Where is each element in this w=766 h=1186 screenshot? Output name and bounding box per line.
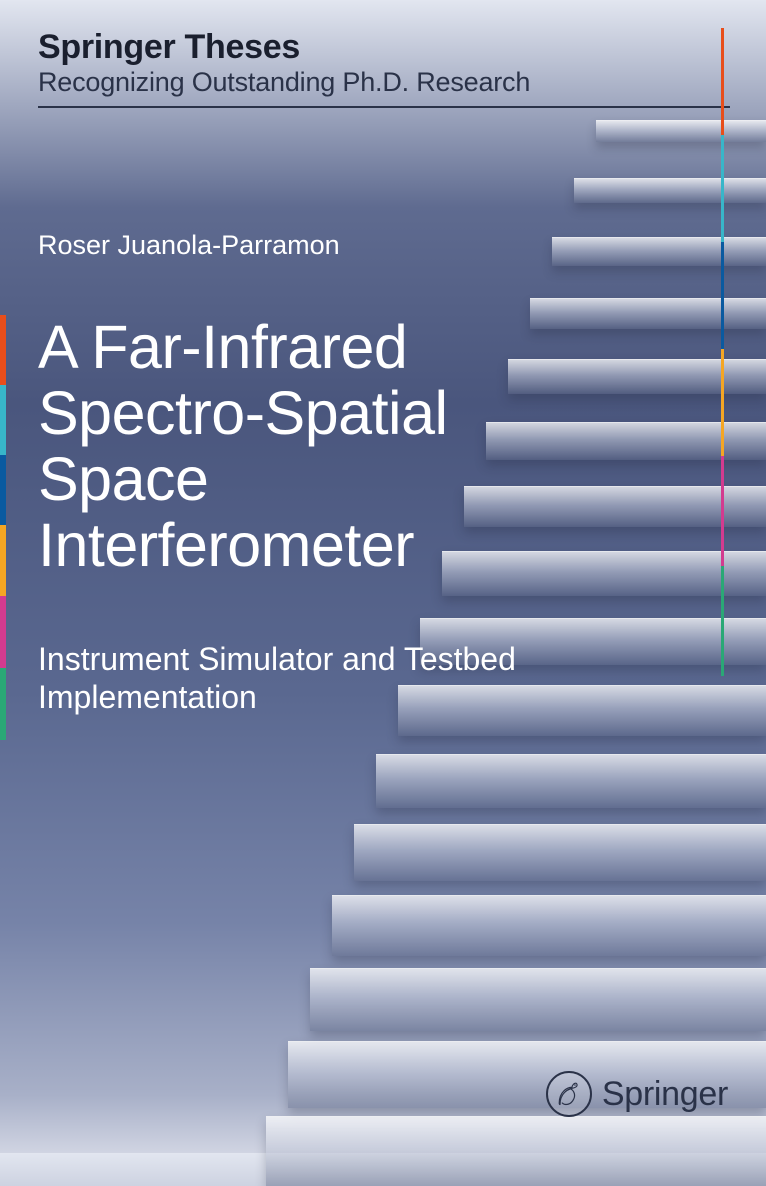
subtitle-line-2: Implementation [38, 678, 516, 716]
title-line-2: Spectro-Spatial [38, 381, 448, 447]
stair-step [310, 968, 766, 1032]
title-line-4: Interferometer [38, 513, 448, 579]
right-color-bar [721, 28, 724, 676]
publisher-block: Springer [546, 1071, 728, 1117]
color-bar-segment [0, 668, 6, 740]
stair-step [596, 120, 766, 142]
stair-step [552, 237, 766, 265]
springer-horse-icon [546, 1071, 592, 1117]
stair-step [376, 754, 766, 808]
publisher-name: Springer [602, 1075, 728, 1114]
color-bar-segment [721, 349, 724, 456]
color-bar-segment [0, 385, 6, 455]
color-bar-segment [0, 525, 6, 595]
stair-step [486, 422, 766, 460]
color-bar-segment [721, 135, 724, 242]
stair-step [508, 359, 766, 394]
stair-step [354, 824, 766, 881]
stair-step [574, 178, 766, 203]
series-header: Springer Theses Recognizing Outstanding … [38, 28, 706, 98]
book-title: A Far-Infrared Spectro-Spatial Space Int… [38, 315, 448, 579]
stair-step [266, 1116, 766, 1186]
stair-step [442, 551, 766, 595]
stair-step [530, 298, 766, 330]
series-title: Springer Theses [38, 28, 706, 67]
stairs-graphic [286, 120, 766, 1120]
color-bar-segment [0, 455, 6, 525]
color-bar-segment [721, 28, 724, 135]
author-name: Roser Juanola-Parramon [38, 230, 340, 261]
header-underline [38, 106, 730, 108]
title-line-3: Space [38, 447, 448, 513]
series-subtitle: Recognizing Outstanding Ph.D. Research [38, 67, 706, 98]
left-color-bar [0, 315, 6, 740]
title-line-1: A Far-Infrared [38, 315, 448, 381]
color-bar-segment [721, 566, 724, 676]
subtitle-line-1: Instrument Simulator and Testbed [38, 640, 516, 678]
book-subtitle: Instrument Simulator and Testbed Impleme… [38, 640, 516, 717]
color-bar-segment [721, 242, 724, 349]
stair-step [332, 895, 766, 955]
color-bar-segment [0, 596, 6, 668]
color-bar-segment [721, 456, 724, 566]
color-bar-segment [0, 315, 6, 385]
